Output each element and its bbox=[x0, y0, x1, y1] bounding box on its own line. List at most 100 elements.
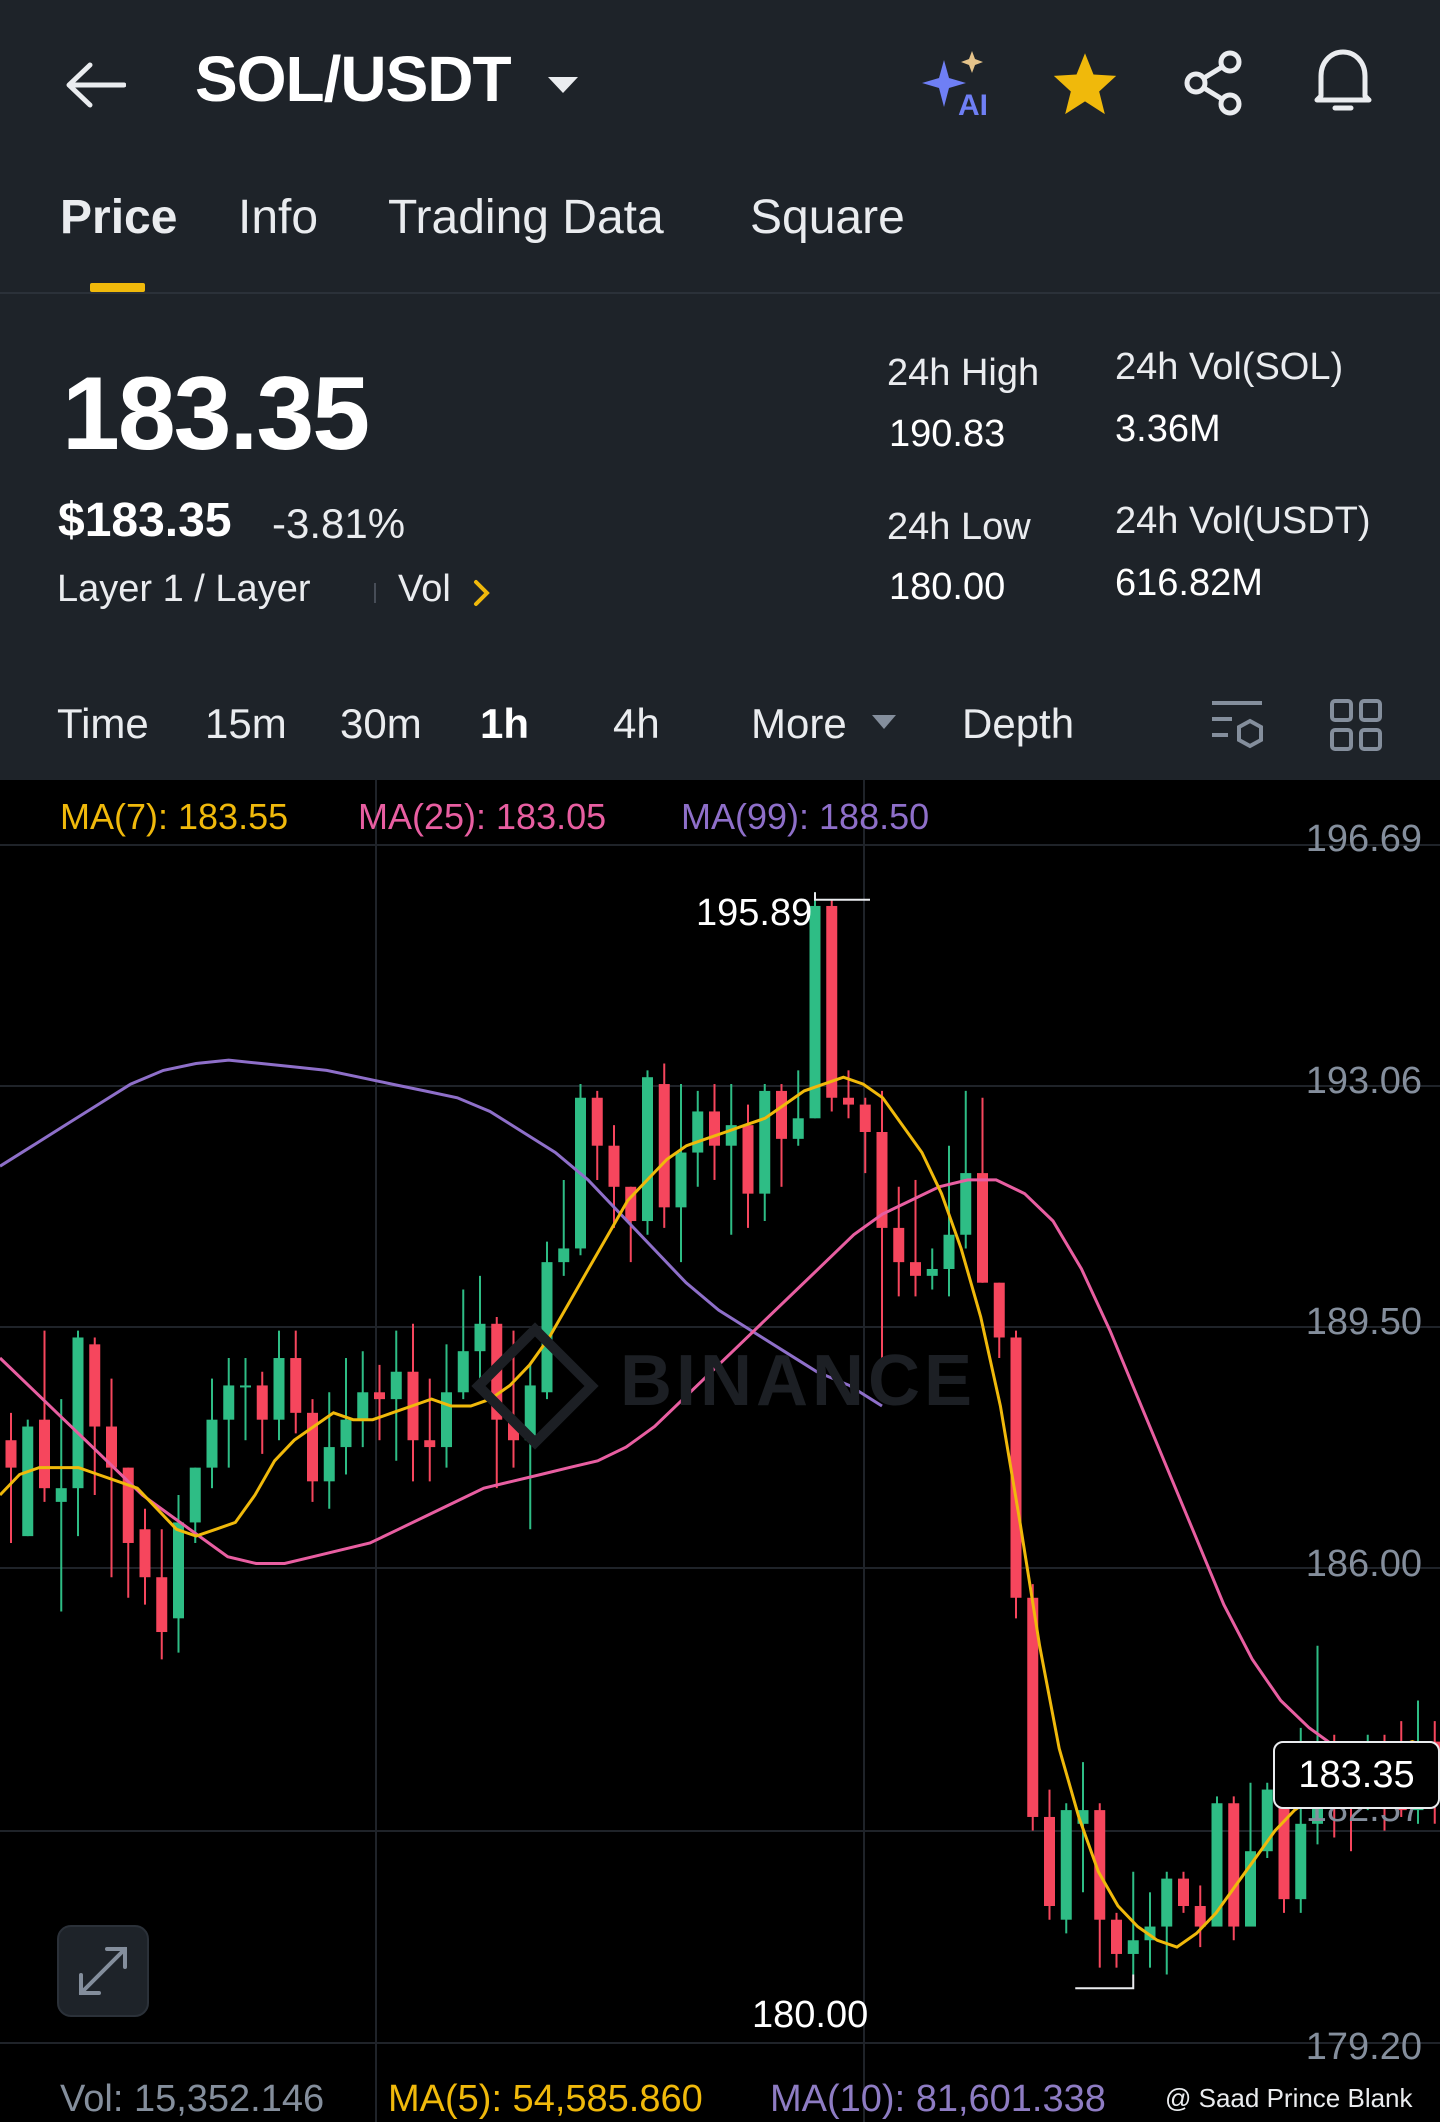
tab-info[interactable]: Info bbox=[238, 191, 319, 244]
ma25-legend: MA(25): 183.05 bbox=[358, 796, 607, 837]
header-panel bbox=[0, 0, 1440, 780]
ma7-legend: MA(7): 183.55 bbox=[60, 796, 289, 837]
candle-body bbox=[843, 1097, 854, 1105]
star-icon[interactable] bbox=[1050, 48, 1120, 118]
candle-body bbox=[1111, 1919, 1122, 1954]
candle-body bbox=[876, 1131, 888, 1228]
low-24h-label: 24h Low bbox=[887, 506, 1031, 548]
candle-body bbox=[859, 1104, 871, 1132]
candle-body bbox=[1295, 1823, 1307, 1900]
candle-body bbox=[390, 1371, 402, 1400]
expand-icon bbox=[79, 1947, 127, 1995]
bell-icon[interactable] bbox=[1308, 45, 1378, 117]
candle-body bbox=[273, 1358, 285, 1420]
candle-body bbox=[122, 1467, 134, 1543]
tab-trading-data[interactable]: Trading Data bbox=[388, 191, 664, 244]
candle-body bbox=[206, 1419, 218, 1468]
candle-body bbox=[1161, 1878, 1173, 1927]
interval-time[interactable]: Time bbox=[57, 700, 149, 747]
candle-body bbox=[1060, 1810, 1072, 1920]
candle-body bbox=[792, 1118, 804, 1139]
price-change: -3.81% bbox=[272, 500, 406, 547]
candle-body bbox=[1211, 1803, 1223, 1927]
low-marker-line bbox=[1075, 1974, 1135, 1990]
candle-body bbox=[1228, 1803, 1240, 1927]
candle-body bbox=[156, 1577, 168, 1633]
tab-price[interactable]: Price bbox=[60, 191, 178, 244]
candle-body bbox=[692, 1111, 704, 1153]
y-tick-189-50: 189.50 bbox=[1305, 1301, 1422, 1343]
chevron-down-icon[interactable] bbox=[543, 70, 583, 100]
candle-body bbox=[910, 1262, 921, 1276]
candle-body bbox=[173, 1522, 184, 1619]
candle-body bbox=[709, 1111, 720, 1146]
interval-30m[interactable]: 30m bbox=[340, 700, 422, 747]
candle-body bbox=[39, 1419, 50, 1489]
candlestick-chart[interactable] bbox=[0, 780, 1440, 2122]
back-arrow-icon[interactable] bbox=[60, 55, 130, 115]
candle-body bbox=[625, 1186, 637, 1222]
grid-layout-icon[interactable] bbox=[1328, 697, 1383, 752]
candle-body bbox=[474, 1323, 486, 1352]
y-tick-196-69: 196.69 bbox=[1305, 818, 1422, 860]
tab-square[interactable]: Square bbox=[750, 191, 905, 244]
interval-15m[interactable]: 15m bbox=[205, 700, 287, 747]
candle-body bbox=[759, 1090, 771, 1194]
credit-watermark: @ Saad Prince Blank bbox=[1165, 2083, 1413, 2113]
share-icon[interactable] bbox=[1180, 48, 1250, 118]
candle-body bbox=[658, 1084, 670, 1208]
low-marker-label: 180.00 bbox=[752, 1994, 869, 2036]
candle-body bbox=[290, 1358, 302, 1413]
vol-usdt-value: 616.82M bbox=[1115, 562, 1263, 604]
candle-body bbox=[524, 1385, 536, 1441]
more-intervals[interactable]: More bbox=[751, 700, 847, 747]
candle-body bbox=[809, 905, 821, 1119]
candle-body bbox=[725, 1125, 737, 1146]
candle-body bbox=[977, 1173, 988, 1283]
chevron-down-icon[interactable] bbox=[870, 712, 898, 732]
candle-body bbox=[424, 1440, 436, 1448]
candle-body bbox=[55, 1488, 67, 1502]
vol-sol-label: 24h Vol(SOL) bbox=[1115, 346, 1344, 388]
candle-body bbox=[1077, 1810, 1089, 1824]
interval-1h[interactable]: 1h bbox=[480, 700, 530, 747]
candle-body bbox=[441, 1392, 452, 1448]
depth-tab[interactable]: Depth bbox=[962, 700, 1075, 747]
interval-4h[interactable]: 4h bbox=[613, 700, 660, 747]
category-tag[interactable]: Layer 1 / Layer bbox=[57, 568, 311, 610]
candle-body bbox=[307, 1412, 318, 1482]
candle-body bbox=[926, 1268, 938, 1276]
ai-sparkle-icon[interactable]: AI bbox=[918, 45, 998, 125]
candle-body bbox=[1127, 1940, 1139, 1954]
vol-tag[interactable]: Vol bbox=[398, 568, 451, 610]
expand-chart-button[interactable] bbox=[57, 1925, 149, 2017]
volume-ma5-legend: MA(5): 54,585.860 bbox=[388, 2078, 703, 2120]
candle-body bbox=[993, 1282, 1005, 1338]
candle-body bbox=[608, 1145, 620, 1187]
candle-body bbox=[1178, 1878, 1189, 1907]
candle-body bbox=[591, 1097, 603, 1146]
candle-body bbox=[1094, 1810, 1106, 1920]
candle-body bbox=[357, 1392, 369, 1420]
indicator-settings-icon[interactable] bbox=[1208, 697, 1268, 752]
candle-body bbox=[508, 1419, 519, 1441]
candle-body bbox=[491, 1323, 503, 1420]
candle-body bbox=[642, 1077, 653, 1222]
candle-body bbox=[1194, 1906, 1206, 1927]
candle-body bbox=[240, 1385, 251, 1388]
candle-body bbox=[1010, 1337, 1022, 1598]
last-price: 183.35 bbox=[62, 356, 370, 472]
candle-body bbox=[742, 1125, 754, 1194]
candle-body bbox=[89, 1344, 101, 1427]
pair-title[interactable]: SOL/USDT bbox=[195, 43, 512, 115]
high-marker-line bbox=[814, 892, 870, 901]
candle-body bbox=[457, 1351, 469, 1393]
candle-body bbox=[340, 1419, 352, 1448]
ma7-line bbox=[0, 1075, 1440, 1949]
candle-body bbox=[1027, 1597, 1039, 1817]
ma99-legend: MA(99): 188.50 bbox=[681, 796, 930, 837]
candle-body bbox=[139, 1529, 151, 1578]
chevron-right-icon[interactable] bbox=[468, 574, 496, 612]
candle-body bbox=[943, 1234, 955, 1269]
candle-body bbox=[5, 1440, 17, 1468]
